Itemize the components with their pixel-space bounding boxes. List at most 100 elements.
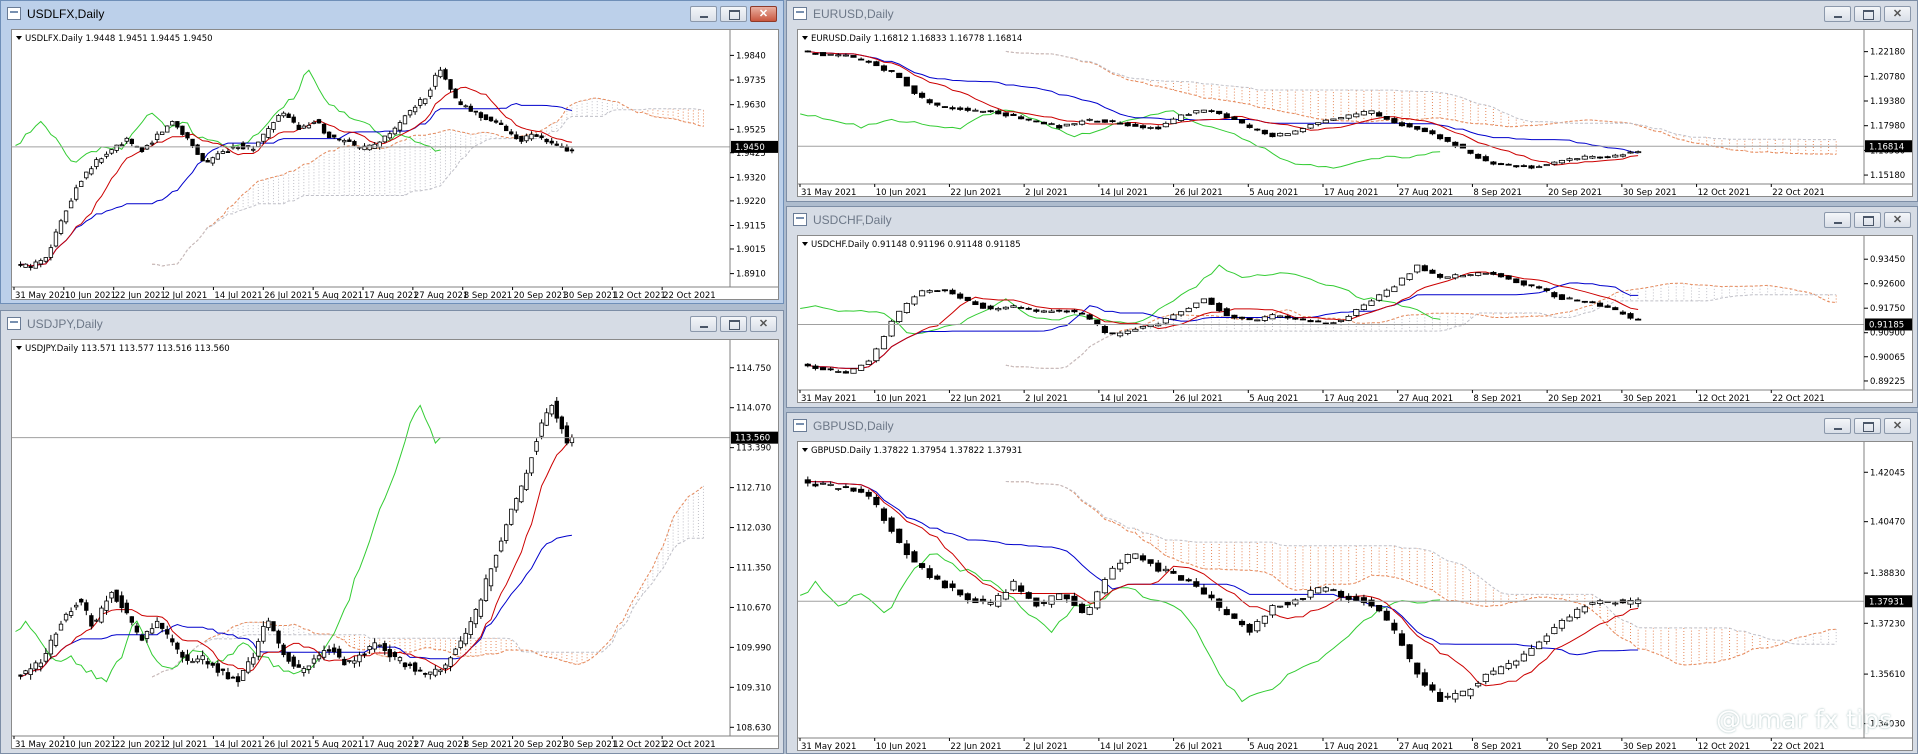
candle-body	[1292, 317, 1299, 320]
candle-body	[362, 653, 367, 656]
candle-body	[1307, 320, 1314, 323]
price-tick-label: 111.350	[736, 564, 771, 574]
candle-body	[276, 115, 281, 122]
candle-body	[529, 457, 534, 474]
candle-body	[1467, 149, 1474, 154]
close-button[interactable]	[1884, 212, 1911, 228]
time-tick-label: 14 Jul 2021	[1100, 394, 1148, 403]
tenkan-sen-line	[807, 271, 1639, 369]
candle-body	[286, 113, 291, 118]
candle-body	[1391, 118, 1398, 124]
chart-area[interactable]: 1.221801.207801.193801.179801.165801.151…	[797, 29, 1913, 197]
time-tick-label: 14 Jul 2021	[1100, 742, 1148, 751]
candle-body	[28, 266, 33, 268]
candle-body	[124, 602, 129, 614]
titlebar[interactable]: USDJPY,Daily	[1, 311, 783, 337]
candle-body	[987, 305, 994, 310]
titlebar[interactable]: EURUSD,Daily	[787, 1, 1917, 27]
time-tick-label: 30 Sep 2021	[1623, 394, 1677, 403]
candle-body	[509, 508, 514, 525]
chikou-span-line	[800, 553, 1441, 703]
close-button[interactable]	[1884, 418, 1911, 434]
candle-body	[453, 648, 458, 655]
candle-body	[1238, 119, 1246, 124]
candle-body	[519, 135, 524, 142]
candle-body	[68, 200, 74, 209]
candle-body	[195, 144, 200, 155]
candle-body	[38, 260, 43, 265]
candle-body	[1223, 308, 1230, 317]
symbol-ohlc-info: EURUSD.Daily 1.16812 1.16833 1.16778 1.1…	[811, 34, 1022, 44]
candle-body	[524, 472, 529, 490]
candle-body	[251, 657, 256, 665]
minimize-button[interactable]	[1824, 418, 1851, 434]
chart-area[interactable]: 0.93450 0.92600 0.91750 0.90900 0.90065 0.892…	[797, 235, 1913, 403]
window-usdchf[interactable]: USDCHF,Daily 0.93450 0.92600 0.91750 0.9090…	[786, 206, 1918, 408]
ichimoku-cloud	[1073, 491, 1837, 665]
candle-body	[1223, 609, 1230, 616]
maximize-button[interactable]	[1854, 6, 1881, 22]
candle-body	[89, 168, 94, 175]
tenkan-sen-line	[807, 50, 1639, 166]
candle-body	[478, 599, 484, 617]
titlebar[interactable]: GBPUSD,Daily	[787, 413, 1917, 439]
time-tick-label: 17 Aug 2021	[1324, 188, 1378, 197]
candle-body	[1117, 122, 1124, 125]
maximize-button[interactable]	[1854, 418, 1881, 434]
close-button[interactable]	[1884, 6, 1911, 22]
candle-body	[438, 69, 443, 78]
minimize-button[interactable]	[1824, 212, 1851, 228]
candle-body	[1513, 660, 1520, 666]
window-eurusd[interactable]: EURUSD,Daily 1.22180 1.20780 1.19380 1.1798…	[786, 0, 1918, 202]
candle-body	[549, 140, 554, 144]
candle-body	[33, 261, 38, 269]
titlebar[interactable]: USDLFX,Daily	[1, 1, 783, 27]
price-tick-label: 109.310	[736, 683, 771, 693]
minimize-button[interactable]	[690, 6, 717, 22]
candle-body	[1284, 315, 1291, 319]
candle-body	[1185, 114, 1192, 116]
candle-body	[326, 131, 332, 139]
time-tick-label: 27 Aug 2021	[1399, 188, 1453, 197]
maximize-button[interactable]	[1854, 212, 1881, 228]
candle-body	[468, 105, 473, 112]
candle-body	[215, 153, 220, 160]
candles	[804, 476, 1642, 703]
candle-body	[1635, 151, 1642, 154]
minimize-button[interactable]	[1824, 6, 1851, 22]
maximize-button[interactable]	[720, 316, 747, 332]
candle-body	[1101, 326, 1108, 334]
chart-area[interactable]: 1.42045 1.40470 1.38830 1.37230 1.35610 1.340…	[797, 441, 1913, 751]
tenkan-sen-line	[807, 481, 1639, 687]
maximize-button[interactable]	[720, 6, 747, 22]
close-button[interactable]	[750, 6, 777, 22]
price-tick-label: 108.630	[736, 723, 771, 733]
candle-body	[321, 123, 327, 134]
time-tick-label: 22 Jun 2021	[115, 291, 166, 300]
candle-body	[842, 371, 849, 374]
time-tick-label: 2 Jul 2021	[1025, 188, 1068, 197]
candle-body	[896, 310, 903, 323]
candle-body	[1094, 120, 1101, 123]
current-price-box	[1865, 318, 1912, 331]
candle-body	[1254, 621, 1261, 632]
chart-area[interactable]: 114.750 114.070 113.390 112.710 112.030 111.3…	[11, 339, 779, 749]
close-button[interactable]	[750, 316, 777, 332]
minimize-button[interactable]	[690, 316, 717, 332]
watermark-text: @umar fx tips	[1716, 705, 1892, 734]
candle-body	[428, 89, 433, 97]
chart-window-icon	[793, 7, 807, 20]
titlebar[interactable]: USDCHF,Daily	[787, 207, 1917, 233]
window-usdjpy[interactable]: USDJPY,Daily 114.750 114.070 113.390 112.71…	[0, 310, 784, 754]
candle-body	[1437, 692, 1444, 702]
window-usdlfx[interactable]: USDLFX,Daily 1.9840 1.9735 1.9630 1.9525 1.9…	[0, 0, 784, 304]
chart-area[interactable]: 1.9840 1.9735 1.9630 1.9525 1.9425 1.9320 1.92…	[11, 29, 779, 300]
kijun-sen-line	[807, 50, 1639, 154]
candle-body	[1596, 156, 1604, 159]
time-tick-label: 17 Aug 2021	[364, 291, 418, 300]
price-tick-label: 0.89225	[1870, 377, 1905, 387]
candle-body	[1383, 289, 1390, 297]
window-gbpusd[interactable]: GBPUSD,Daily 1.42045 1.40470 1.38830 1.3723…	[786, 412, 1918, 754]
candle-body	[1040, 602, 1048, 604]
candle-body	[1337, 117, 1345, 120]
